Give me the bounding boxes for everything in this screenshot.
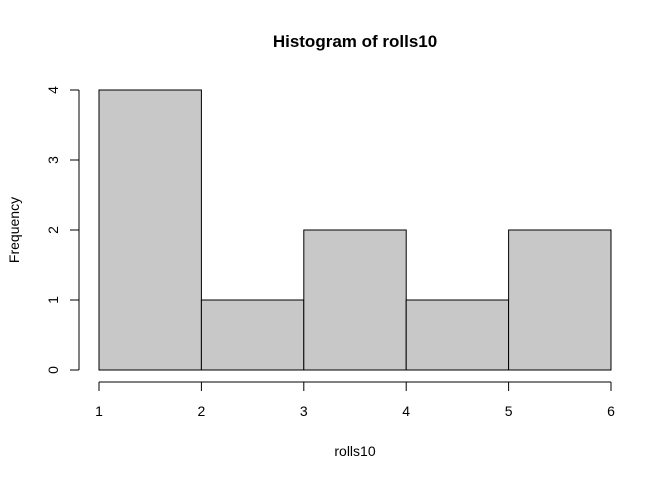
y-tick-label: 2 <box>45 226 61 234</box>
histogram-bar-5 <box>508 229 612 371</box>
x-tick-label: 3 <box>300 403 308 419</box>
y-tick-label: 1 <box>45 296 61 304</box>
y-tick-label: 3 <box>45 156 61 164</box>
chart-title: Histogram of rolls10 <box>273 32 437 51</box>
histogram-bar-2 <box>200 299 305 371</box>
y-tick-label: 4 <box>45 86 61 94</box>
x-tick-label: 5 <box>505 403 513 419</box>
y-tick-label: 0 <box>45 366 61 374</box>
histogram-bar-4 <box>405 299 510 371</box>
histogram-bar-1 <box>98 89 202 371</box>
x-tick-label: 4 <box>402 403 410 419</box>
x-tick-label: 6 <box>607 403 615 419</box>
x-tick-label: 1 <box>95 403 103 419</box>
histogram-bar-3 <box>303 229 407 371</box>
x-axis: 1 2 3 4 5 6 <box>95 381 615 419</box>
x-axis-label: rolls10 <box>334 443 375 459</box>
y-axis-label: Frequency <box>6 197 22 263</box>
x-tick-label: 2 <box>198 403 206 419</box>
y-axis: 0 1 2 3 4 <box>45 86 80 374</box>
histogram-bars <box>98 89 612 371</box>
